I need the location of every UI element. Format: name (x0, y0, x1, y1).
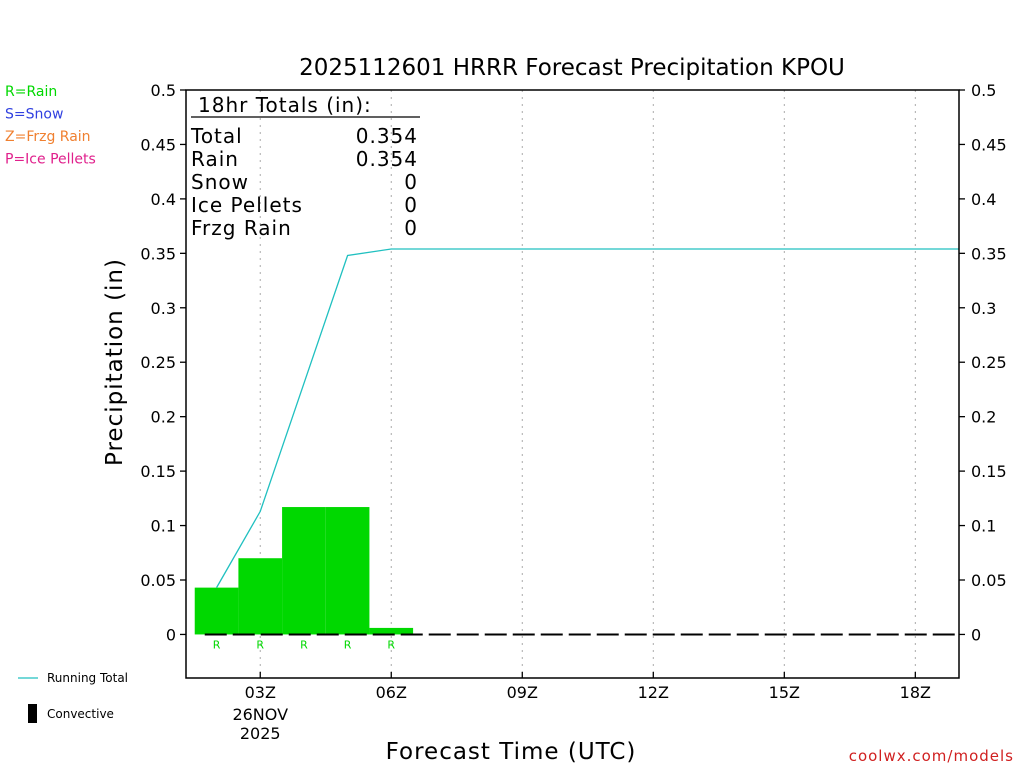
y-tick-label-left: 0.1 (151, 517, 176, 536)
totals-row-value: 0.354 (356, 124, 418, 148)
running-total-series (216, 248, 959, 588)
totals-row-label: Snow (191, 170, 249, 194)
precip-type-marker: R (344, 638, 352, 651)
y-axis-label: Precipitation (in) (102, 258, 128, 466)
precip-bar (282, 507, 326, 635)
convective-legend-label: Convective (47, 707, 114, 721)
totals-row-value: 0.354 (356, 147, 418, 171)
totals-row-value: 0 (404, 170, 418, 194)
totals-row-label: Rain (191, 147, 239, 171)
credit-text: coolwx.com/models (849, 747, 1014, 765)
y-tick-label-right: 0.2 (971, 408, 996, 427)
type-legend-item: Z=Frzg Rain (5, 129, 91, 145)
y-tick-label-right: 0 (971, 625, 981, 644)
y-tick-label-right: 0.35 (971, 244, 1007, 263)
y-tick-label-left: 0 (166, 625, 176, 644)
y-tick-label-left: 0.35 (140, 244, 176, 263)
x-tick-year: 2025 (240, 724, 281, 743)
y-tick-label-right: 0.4 (971, 190, 996, 209)
x-tick-label: 18Z (900, 683, 931, 702)
plot-frame (185, 89, 960, 679)
precip-bar (369, 627, 414, 635)
totals-rows: Total 0.354 Rain 0.354 Snow 0 Ice Pellets 0 Frzg… (190, 124, 418, 240)
y-axis: 0.5 0.5 0.45 0.45 0.4 0.4 0.35 0.35 0.3 0.3 0.25 0.… (140, 81, 1006, 644)
totals-row-label: Frzg Rain (191, 216, 292, 240)
precip-type-marker: R (300, 638, 308, 651)
x-tick-label: 03Z (245, 683, 276, 702)
type-legend-item: S=Snow (5, 107, 63, 123)
type-legend-item: P=Ice Pellets (5, 152, 96, 168)
precip-bar (238, 558, 283, 635)
y-tick-label-right: 0.1 (971, 517, 996, 536)
y-tick-label-left: 0.5 (151, 81, 176, 100)
y-tick-label-left: 0.2 (151, 408, 176, 427)
y-tick-label-left: 0.4 (151, 190, 176, 209)
running-total-line (216, 248, 959, 588)
precip-type-marker: R (387, 638, 395, 651)
y-tick-label-left: 0.45 (140, 135, 176, 154)
y-tick-label-right: 0.3 (971, 299, 996, 318)
precip-type-marker: R (256, 638, 264, 651)
chart-title: 2025112601 HRRR Forecast Precipitation K… (299, 55, 845, 81)
x-tick-label: 15Z (769, 683, 800, 702)
y-tick-label-left: 0.3 (151, 299, 176, 318)
precip-type-marker: R (213, 638, 221, 651)
convective-legend-swatch (28, 704, 37, 723)
totals-heading: 18hr Totals (in): (198, 93, 372, 117)
y-tick-label-right: 0.5 (971, 81, 996, 100)
type-legend-item: R=Rain (5, 84, 57, 100)
x-tick-label: 09Z (507, 683, 538, 702)
y-tick-label-right: 0.15 (971, 462, 1007, 481)
precip-type-legend: R=Rain S=Snow Z=Frzg Rain P=Ice Pellets (5, 84, 96, 168)
totals-row-label: Total (190, 124, 243, 148)
y-tick-label-right: 0.45 (971, 135, 1007, 154)
y-tick-label-left: 0.25 (140, 353, 176, 372)
x-tick-date: 26NOV (232, 705, 288, 724)
y-tick-label-left: 0.15 (140, 462, 176, 481)
x-tick-label: 12Z (638, 683, 669, 702)
totals-row-value: 0 (404, 216, 418, 240)
y-tick-label-right: 0.05 (971, 571, 1007, 590)
bottom-legend: Running Total Convective (18, 671, 128, 723)
totals-box: 18hr Totals (in): Total 0.354 Rain 0.354 Sno… (190, 93, 420, 240)
precip-bar (194, 587, 239, 635)
running-total-legend-label: Running Total (47, 671, 128, 685)
bars (194, 507, 414, 635)
precip-bar (325, 507, 370, 635)
totals-row-label: Ice Pellets (191, 193, 303, 217)
x-tick-label: 06Z (376, 683, 407, 702)
y-tick-label-right: 0.25 (971, 353, 1007, 372)
totals-row-value: 0 (404, 193, 418, 217)
x-axis-label: Forecast Time (UTC) (386, 739, 637, 765)
y-tick-label-left: 0.05 (140, 571, 176, 590)
